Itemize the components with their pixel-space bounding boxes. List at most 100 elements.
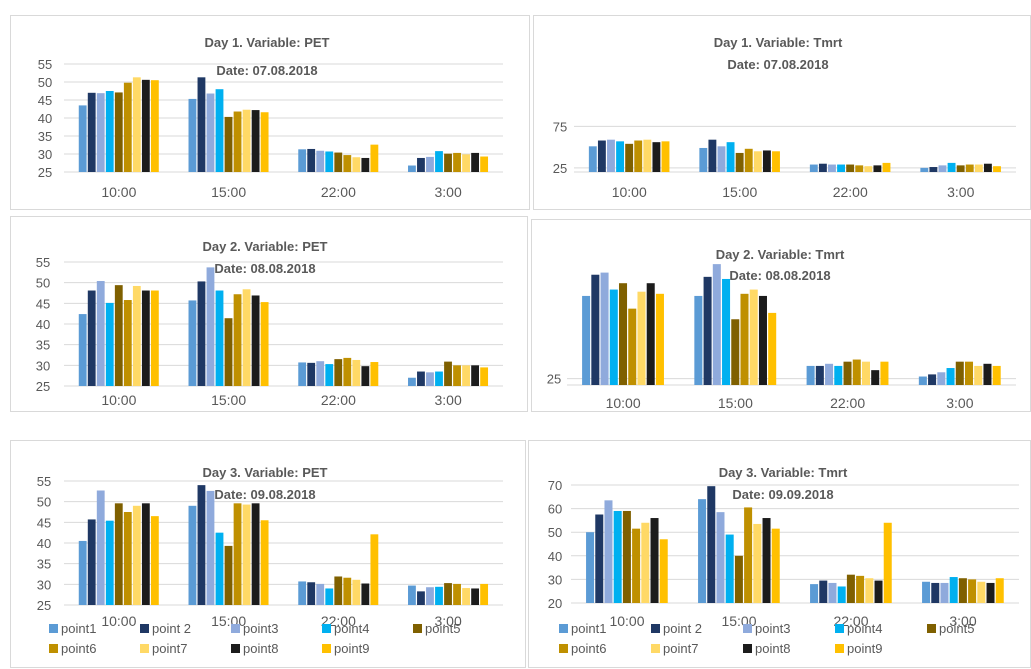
chart-panel-day1-pet: Day 1. Variable: PET Date: 07.08.2018 25 30… xyxy=(10,15,530,210)
bar-day3-tmrt-1000-s8 xyxy=(650,518,659,603)
bar-day1-pet-300-s3 xyxy=(426,156,434,172)
y-tick-label: 40 xyxy=(36,317,50,332)
bar-day2-pet-1500-s3 xyxy=(206,267,215,386)
bar-day3-tmrt-1500-s2 xyxy=(707,486,716,603)
bar-day1-pet-1500-s4 xyxy=(215,89,224,172)
legend-swatch xyxy=(559,624,568,633)
legend-swatch xyxy=(140,624,149,633)
y-tick-label: 30 xyxy=(37,577,51,592)
bar-day3-tmrt-2200-s5 xyxy=(846,574,855,603)
y-tick-label: 50 xyxy=(38,75,52,90)
bar-day3-pet-1500-s6 xyxy=(233,503,242,605)
bar-day3-tmrt-300-s3 xyxy=(940,582,949,603)
x-tick-label: 22:00 xyxy=(321,392,356,408)
x-tick-label: 3:00 xyxy=(435,392,462,408)
bar-day3-tmrt-2200-s8 xyxy=(874,580,883,603)
bar-day2-tmrt-1500-s6 xyxy=(740,293,749,385)
bar-day3-tmrt-2200-s2 xyxy=(819,580,828,603)
y-tick-label: 30 xyxy=(38,147,52,162)
bar-day2-pet-300-s4 xyxy=(435,371,443,386)
chart-panel-day2-tmrt: Day 2. Variable: Tmrt Date: 08.08.2018 25 1… xyxy=(531,219,1031,412)
bar-day2-tmrt-1500-s5 xyxy=(731,319,740,385)
bar-day1-tmrt-300-s7 xyxy=(974,164,983,172)
bar-day1-tmrt-1500-s4 xyxy=(726,142,735,172)
bar-day3-tmrt-1500-s5 xyxy=(734,555,743,603)
legend-label: point9 xyxy=(334,641,369,656)
bar-day1-pet-300-s9 xyxy=(480,156,489,172)
legend-label: point3 xyxy=(243,621,278,636)
bar-day1-pet-2200-s3 xyxy=(316,150,325,172)
bar-day3-tmrt-1500-s9 xyxy=(771,528,780,603)
chart-svg-day2-tmrt: Day 2. Variable: Tmrt Date: 08.08.2018 25 1… xyxy=(547,247,1016,411)
bar-day1-pet-1000-s3 xyxy=(96,93,105,172)
x-tick-label: 15:00 xyxy=(211,392,246,408)
bar-day3-tmrt-1000-s4 xyxy=(613,510,622,603)
legend-label: point6 xyxy=(571,641,606,656)
bar-day1-pet-1000-s2 xyxy=(87,92,96,172)
bar-day1-pet-1500-s2 xyxy=(197,77,206,172)
bar-day2-tmrt-1500-s8 xyxy=(758,295,767,385)
bar-day2-tmrt-2200-s6 xyxy=(852,359,861,385)
bar-day2-pet-2200-s5 xyxy=(334,359,343,386)
bar-day3-tmrt-1500-s4 xyxy=(725,534,734,603)
legend-label: point7 xyxy=(663,641,698,656)
y-tick-label: 40 xyxy=(37,536,51,551)
x-tick-label: 3:00 xyxy=(949,613,976,629)
legend-label: point7 xyxy=(152,641,187,656)
bar-day2-tmrt-300-s7 xyxy=(974,365,983,385)
x-tick-label: 10:00 xyxy=(101,613,136,629)
chart-subtitle-day1-tmrt: Date: 07.08.2018 xyxy=(727,57,828,72)
bar-day3-tmrt-300-s9 xyxy=(995,578,1004,603)
legend-swatch xyxy=(559,644,568,653)
chart-subtitle-day2-tmrt: Date: 08.08.2018 xyxy=(729,268,830,283)
bar-day3-pet-1000-s2 xyxy=(87,519,96,605)
bar-day3-pet-300-s7 xyxy=(462,588,470,605)
x-tick-label: 15:00 xyxy=(722,184,757,200)
bar-day3-pet-2200-s1 xyxy=(298,581,307,605)
bar-day1-tmrt-2200-s8 xyxy=(873,165,882,172)
bar-day2-tmrt-1000-s9 xyxy=(655,293,664,385)
bar-day3-pet-1500-s8 xyxy=(251,503,260,605)
bar-day3-pet-2200-s7 xyxy=(352,579,361,605)
y-tick-label: 25 xyxy=(553,161,567,176)
bar-day3-tmrt-1500-s8 xyxy=(762,518,771,603)
bar-day3-pet-1500-s5 xyxy=(224,545,233,605)
x-tick-label: 3:00 xyxy=(947,184,974,200)
bar-day1-pet-1500-s5 xyxy=(224,116,233,172)
y-tick-label: 25 xyxy=(37,598,51,613)
bar-day3-pet-2200-s3 xyxy=(316,583,325,605)
bar-day1-tmrt-1500-s1 xyxy=(699,147,708,172)
bar-day3-pet-300-s8 xyxy=(471,588,480,605)
bar-day1-pet-1500-s9 xyxy=(260,112,269,172)
bar-day3-pet-1500-s2 xyxy=(197,485,206,605)
bar-day3-tmrt-1000-s3 xyxy=(604,500,613,603)
x-tick-label: 3:00 xyxy=(435,613,462,629)
x-tick-label: 10:00 xyxy=(101,392,136,408)
legend-label: point3 xyxy=(755,621,790,636)
bar-day2-tmrt-1000-s2 xyxy=(591,274,600,385)
legend-swatch xyxy=(835,624,844,633)
bar-day1-tmrt-300-s5 xyxy=(956,165,965,172)
bar-day2-tmrt-2200-s3 xyxy=(825,363,834,385)
y-tick-label: 35 xyxy=(38,129,52,144)
bar-day3-pet-2200-s2 xyxy=(307,582,316,605)
bar-day1-tmrt-300-s9 xyxy=(993,166,1001,172)
bar-day1-tmrt-1500-s7 xyxy=(753,151,762,172)
bar-day2-tmrt-1500-s1 xyxy=(694,295,703,385)
y-tick-label: 30 xyxy=(36,358,50,373)
bar-day2-pet-1500-s9 xyxy=(260,302,269,386)
bar-day1-pet-300-s7 xyxy=(462,154,470,172)
bar-day2-tmrt-300-s5 xyxy=(955,361,964,385)
bar-day2-pet-300-s8 xyxy=(471,365,480,386)
bar-day2-tmrt-1500-s2 xyxy=(703,276,712,385)
bar-day2-tmrt-1500-s7 xyxy=(749,289,758,385)
chart-panel-day1-tmrt: Day 1. Variable: Tmrt Date: 07.08.2018 25 7… xyxy=(533,15,1031,210)
bar-day2-pet-300-s9 xyxy=(480,367,489,386)
bar-day1-pet-2200-s2 xyxy=(307,148,316,172)
bar-day2-pet-1000-s1 xyxy=(78,314,87,386)
y-tick-label: 60 xyxy=(548,502,562,517)
bar-day3-pet-2200-s9 xyxy=(370,534,379,605)
bar-day3-tmrt-300-s6 xyxy=(968,579,977,603)
bar-day3-tmrt-1000-s9 xyxy=(659,539,668,603)
legend-swatch xyxy=(322,644,331,653)
